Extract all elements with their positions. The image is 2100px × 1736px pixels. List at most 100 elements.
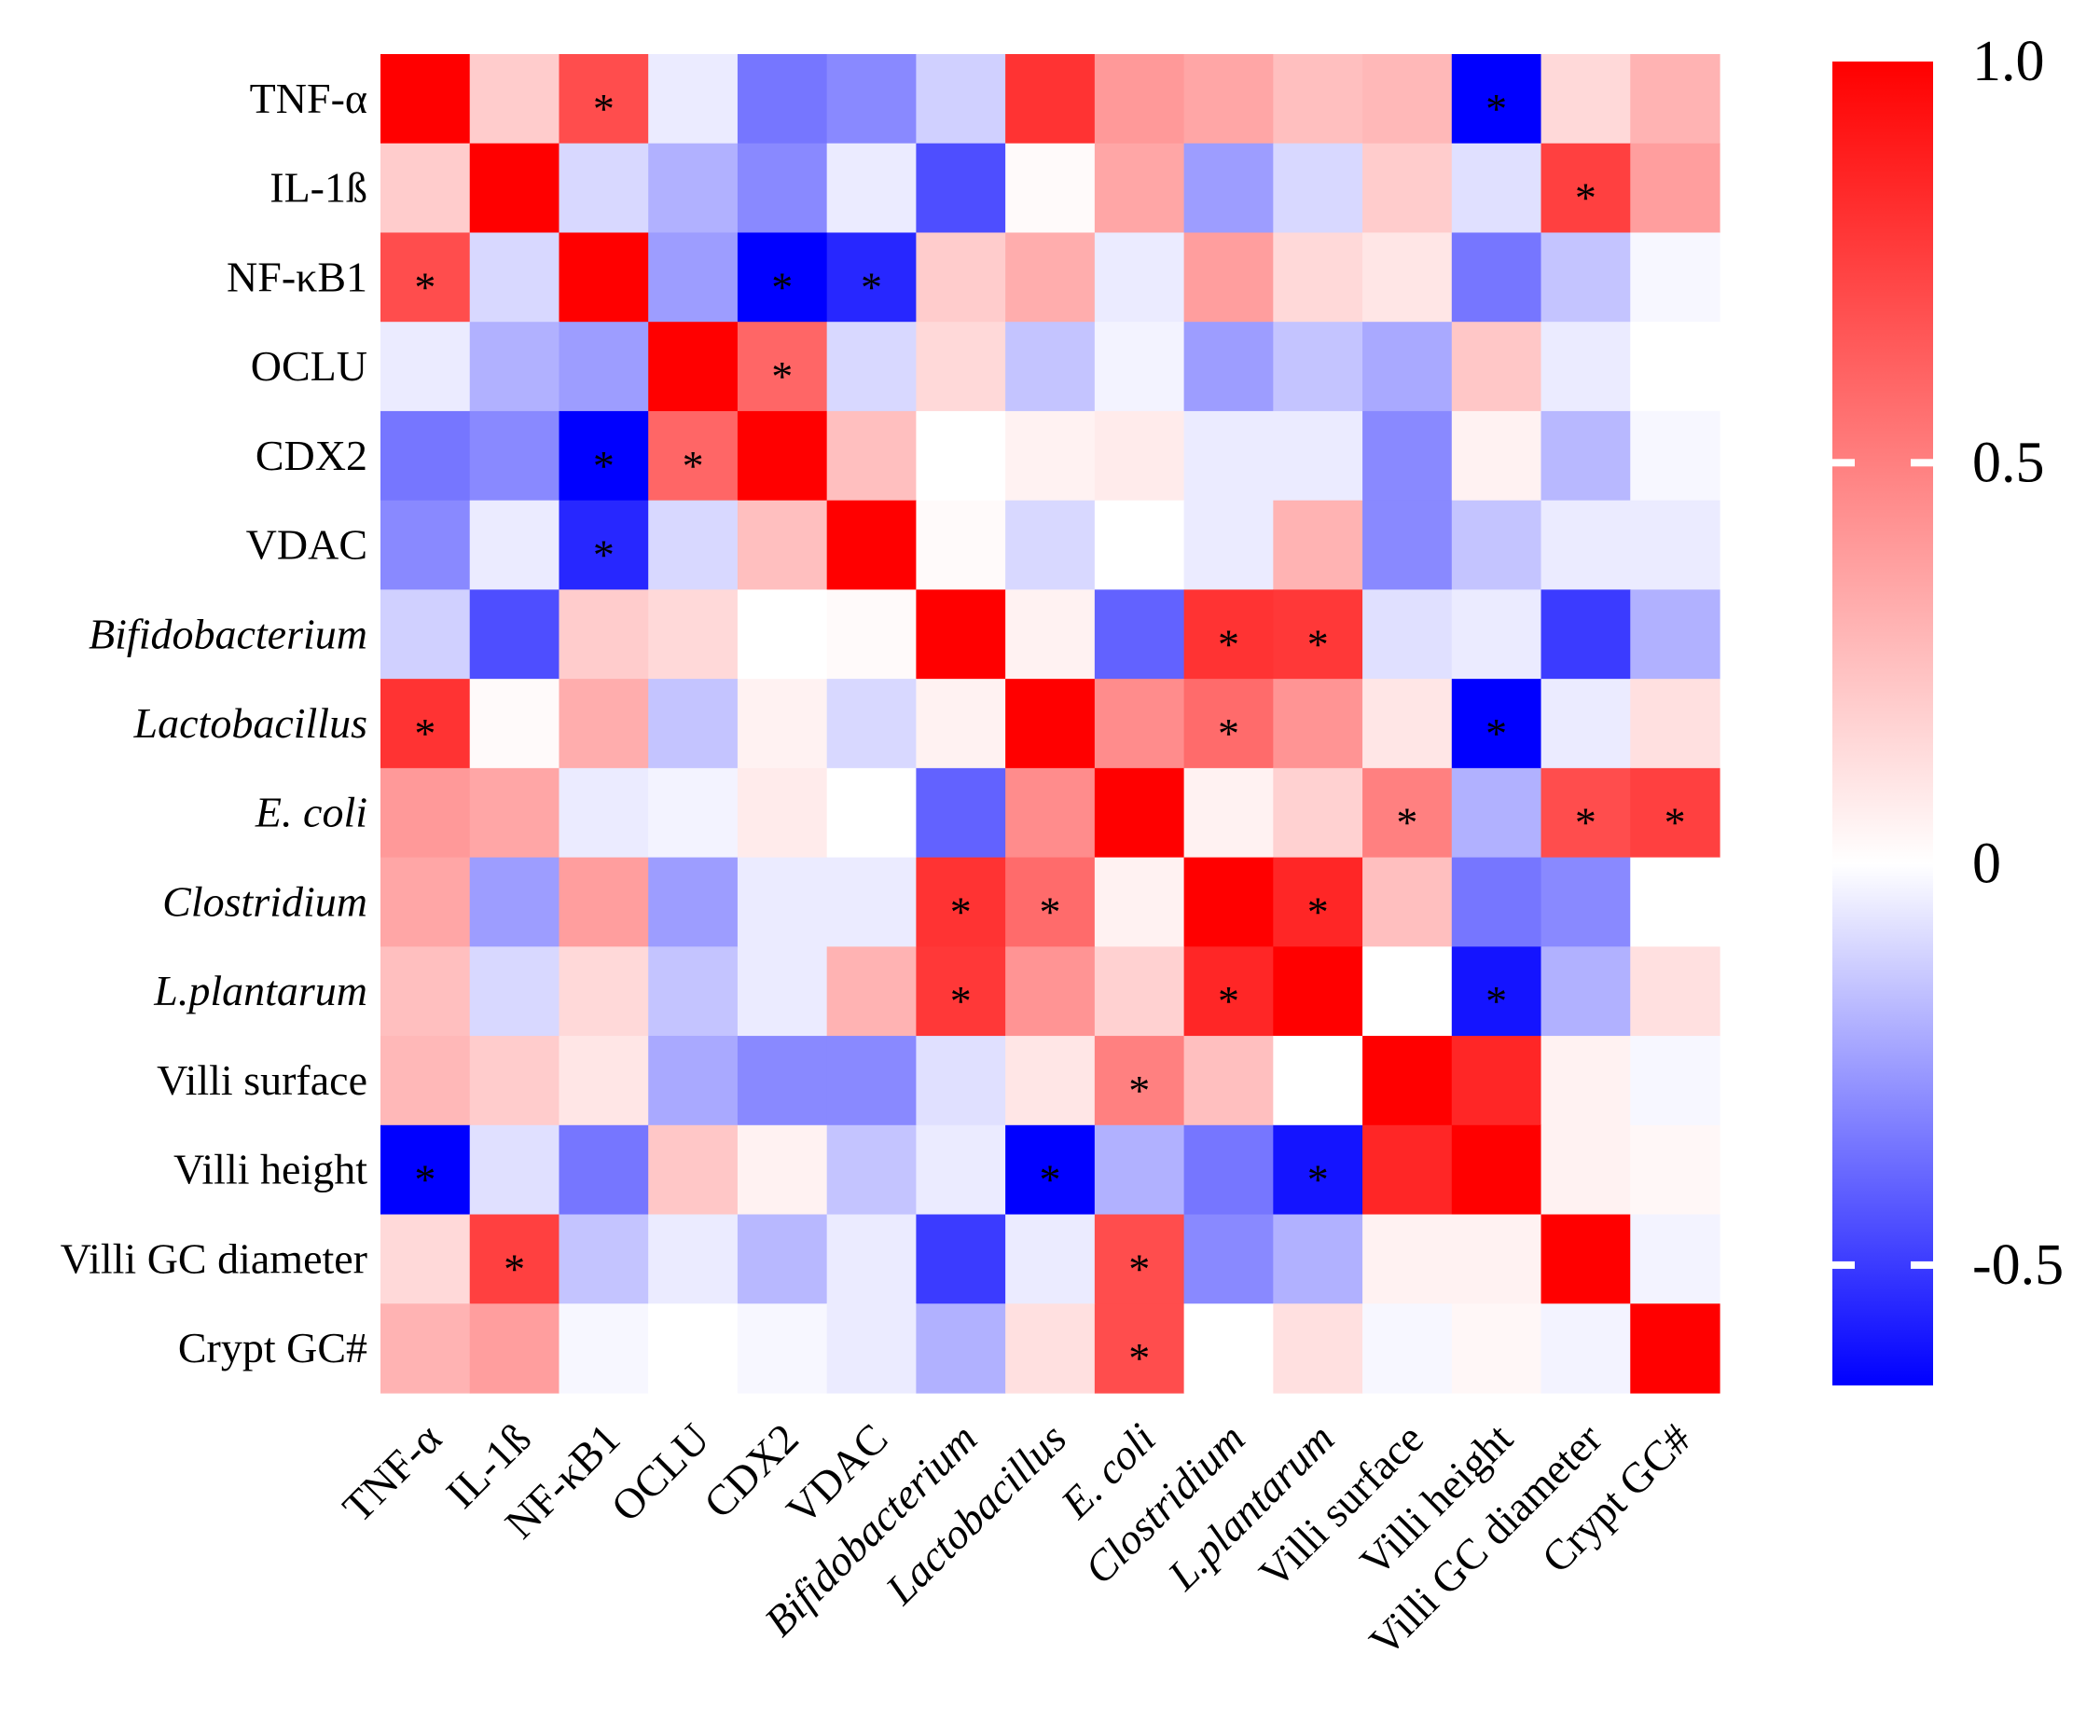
heatmap-cell xyxy=(1273,1124,1363,1216)
heatmap-cell xyxy=(648,143,739,234)
heatmap-cell xyxy=(1362,500,1453,590)
heatmap-cell xyxy=(1451,1124,1542,1216)
heatmap-cell xyxy=(1362,1303,1453,1394)
heatmap-cell xyxy=(1183,1303,1274,1394)
heatmap-cell xyxy=(1630,1124,1720,1216)
heatmap-cell xyxy=(1094,589,1185,680)
heatmap-cells xyxy=(380,54,1720,1394)
heatmap-cell xyxy=(648,589,739,680)
heatmap-cell xyxy=(648,679,739,769)
heatmap-cell xyxy=(737,1124,828,1216)
heatmap-cell xyxy=(1362,1036,1453,1126)
heatmap-cell xyxy=(1540,143,1631,234)
heatmap-cell xyxy=(648,410,739,502)
significance-marker: * xyxy=(861,263,882,310)
heatmap-cell xyxy=(1183,857,1274,947)
heatmap-cell xyxy=(1094,1214,1185,1304)
significance-marker: * xyxy=(771,352,793,400)
column-labels: TNF-αIL-1ßNF-κB1OCLUCDX2VDACBifidobacter… xyxy=(334,1414,1701,1665)
heatmap-cell xyxy=(826,679,917,769)
heatmap-cell xyxy=(1630,946,1720,1037)
heatmap-cell xyxy=(1094,322,1185,412)
heatmap-cell xyxy=(559,679,649,769)
heatmap-cell xyxy=(1094,54,1185,145)
heatmap-cell xyxy=(1183,767,1274,859)
heatmap-cell xyxy=(1005,54,1096,145)
heatmap-cell xyxy=(737,767,828,859)
heatmap-cell xyxy=(1005,857,1096,947)
heatmap-cell xyxy=(469,946,560,1037)
heatmap-cell xyxy=(1540,232,1631,323)
heatmap-cell xyxy=(737,1214,828,1304)
heatmap-cell xyxy=(1362,767,1453,859)
heatmap-cell xyxy=(1183,1214,1274,1304)
heatmap-cell xyxy=(559,1036,649,1126)
heatmap-cell xyxy=(380,143,471,234)
heatmap-cell xyxy=(1451,54,1542,145)
heatmap-cell xyxy=(648,946,739,1037)
significance-marker: * xyxy=(1128,1245,1150,1292)
significance-marker: * xyxy=(1218,620,1239,668)
heatmap-cell xyxy=(1273,679,1363,769)
heatmap-cell xyxy=(1362,1124,1453,1216)
heatmap-cell xyxy=(1451,232,1542,323)
heatmap-cell xyxy=(469,589,560,680)
significance-marker: * xyxy=(414,710,435,757)
heatmap-cell xyxy=(737,500,828,590)
colorbar: 1.0 0.5 0 -0.5 xyxy=(1829,30,2064,1385)
row-label: L.plantarum xyxy=(153,967,367,1014)
heatmap-cell xyxy=(1362,232,1453,323)
significance-marker: * xyxy=(593,85,615,132)
heatmap-cell xyxy=(1540,946,1631,1037)
heatmap-cell xyxy=(916,1036,1006,1126)
heatmap-cell xyxy=(559,143,649,234)
colorbar-tick-mark xyxy=(1829,1261,1855,1269)
heatmap-cell xyxy=(1183,54,1274,145)
heatmap-cell xyxy=(1094,1303,1185,1394)
heatmap-cell xyxy=(559,857,649,947)
heatmap-cell xyxy=(1630,679,1720,769)
significance-marker: * xyxy=(414,1156,435,1204)
heatmap-cell xyxy=(1362,54,1453,145)
heatmap-cell xyxy=(1005,589,1096,680)
significance-marker: * xyxy=(771,263,793,310)
heatmap-cell xyxy=(1005,1214,1096,1304)
significance-marker: * xyxy=(950,977,972,1025)
heatmap-cell xyxy=(826,232,917,323)
heatmap-cell xyxy=(1451,1303,1542,1394)
heatmap-cell xyxy=(469,1124,560,1216)
heatmap-cell xyxy=(826,767,917,859)
row-label: NF-κB1 xyxy=(227,253,367,300)
heatmap-cell xyxy=(380,54,471,145)
heatmap-cell xyxy=(1183,232,1274,323)
significance-marker: * xyxy=(1218,977,1239,1025)
heatmap-cell xyxy=(1451,767,1542,859)
heatmap-cell xyxy=(469,1303,560,1394)
significance-marker: * xyxy=(1040,1156,1061,1204)
heatmap-cell xyxy=(826,946,917,1037)
heatmap-cell xyxy=(1540,54,1631,145)
heatmap-cell xyxy=(1273,1036,1363,1126)
heatmap-cell xyxy=(469,1036,560,1126)
significance-marker: * xyxy=(1485,977,1507,1025)
heatmap-cell xyxy=(737,54,828,145)
heatmap-cell xyxy=(1273,1214,1363,1304)
heatmap-cell xyxy=(1630,1036,1720,1126)
heatmap-cell xyxy=(916,857,1006,947)
significance-marker: * xyxy=(414,263,435,310)
heatmap-cell xyxy=(1273,857,1363,947)
heatmap-cell xyxy=(737,1303,828,1394)
heatmap-cell xyxy=(1540,322,1631,412)
heatmap-cell xyxy=(380,322,471,412)
heatmap-cell xyxy=(559,54,649,145)
significance-marker: * xyxy=(1485,85,1507,132)
significance-markers: * * * * * * * * * * * * * * * * * * * * * * * * * * * * * * * xyxy=(414,85,1685,1382)
heatmap-cell xyxy=(737,589,828,680)
heatmap-cell xyxy=(380,1303,471,1394)
heatmap-cell xyxy=(1183,410,1274,502)
heatmap-cell xyxy=(1005,1124,1096,1216)
heatmap-cell xyxy=(737,232,828,323)
heatmap-cell xyxy=(916,1214,1006,1304)
significance-marker: * xyxy=(593,531,615,579)
row-label: Villi height xyxy=(173,1146,367,1193)
